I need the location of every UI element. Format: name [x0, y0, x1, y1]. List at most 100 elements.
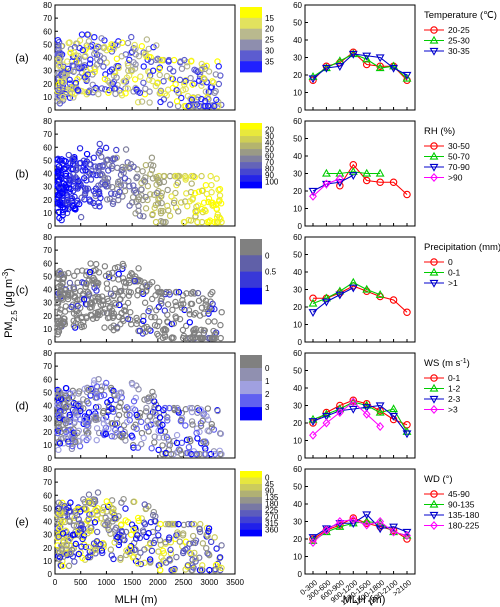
scatter-point	[172, 81, 179, 88]
scatter-point	[155, 404, 162, 412]
scatter-point	[203, 544, 210, 552]
scatter-point	[142, 288, 150, 295]
scatter-point	[59, 275, 67, 283]
scatter-point	[77, 304, 84, 312]
scatter-point	[85, 491, 93, 498]
y-tick-label: 30	[43, 183, 52, 192]
scatter-point	[66, 279, 74, 287]
colorbar-tick-label: 80	[265, 165, 274, 174]
scatter-point	[78, 525, 85, 532]
scatter-point	[151, 314, 159, 321]
scatter-point	[83, 280, 90, 288]
scatter-point	[163, 433, 171, 441]
scatter-point	[96, 203, 103, 210]
scatter-point	[186, 319, 194, 326]
legend-marker	[429, 383, 439, 392]
y-tick-label: 50	[43, 272, 52, 281]
scatter-point	[54, 542, 61, 549]
data-point	[348, 172, 358, 180]
colorbar-swatch	[240, 39, 262, 51]
scatter-point	[122, 90, 129, 97]
scatter-point	[157, 520, 164, 528]
x-tick-label: 0	[53, 578, 58, 587]
scatter-point	[66, 94, 74, 101]
legend-title-text: WS (m s	[424, 358, 461, 369]
scatter-point	[112, 524, 120, 531]
scatter-point	[188, 520, 195, 528]
scatter-point	[115, 64, 122, 72]
scatter-point	[70, 175, 77, 183]
series-180-225	[309, 515, 411, 548]
scatter-point	[102, 521, 109, 529]
scatter-point	[205, 525, 213, 532]
y-tick-label: 80	[43, 117, 52, 126]
colorbar-swatch	[240, 239, 262, 256]
scatter-point	[182, 422, 189, 429]
scatter-point	[170, 334, 177, 342]
scatter-point	[89, 71, 96, 78]
scatter-point	[130, 88, 137, 95]
scatter-point	[121, 303, 129, 310]
legend-label: 70-90	[448, 162, 470, 172]
scatter-point	[78, 31, 86, 38]
scatter-point	[84, 31, 91, 38]
scatter-point	[218, 308, 225, 316]
scatter-point	[210, 79, 217, 86]
scatter-point	[152, 420, 160, 427]
scatter-point	[197, 422, 205, 430]
colorbar-swatch	[240, 529, 262, 537]
scatter-point	[115, 411, 123, 419]
scatter-point	[109, 162, 116, 170]
colorbar-swatch	[240, 503, 262, 511]
scatter-panel: (d) 0 10 20 30 40 50 60 70 80 0 1 2 3	[15, 349, 270, 463]
scatter-point	[192, 309, 199, 317]
data-point	[403, 190, 411, 199]
scatter-point	[71, 409, 79, 416]
scatter-point	[101, 427, 109, 435]
scatter-point	[207, 172, 214, 180]
data-point	[308, 187, 318, 196]
scatter-point	[164, 202, 171, 210]
scatter-point	[135, 202, 142, 210]
scatter-point	[205, 96, 212, 103]
scatter-point	[146, 99, 153, 106]
scatter-point	[97, 194, 104, 202]
scatter-point	[178, 94, 185, 102]
scatter-point	[113, 429, 121, 437]
scatter-point	[198, 187, 206, 194]
scatter-point	[120, 495, 127, 503]
series-70-90	[308, 172, 358, 196]
y-tick-label: 70	[43, 478, 52, 487]
scatter-point	[201, 102, 208, 110]
scatter-point	[189, 566, 196, 574]
scatter-point	[183, 63, 191, 70]
colorbar-tick-label: 180	[265, 500, 279, 509]
scatter-point	[96, 190, 103, 198]
data-point	[308, 534, 318, 542]
scatter-point	[138, 43, 146, 50]
scatter-point	[143, 36, 151, 43]
scatter-points	[54, 375, 225, 458]
scatter-point	[197, 334, 204, 342]
scatter-point	[182, 406, 189, 413]
scatter-point	[182, 102, 190, 110]
colorbar-swatch	[240, 523, 262, 530]
y-tick-label: 70	[43, 130, 52, 139]
data-point	[335, 522, 345, 530]
scatter-point	[155, 446, 162, 454]
scatter-point	[93, 383, 101, 390]
scatter-point	[155, 420, 162, 427]
scatter-point	[68, 445, 76, 453]
colorbar-tick-label: 0	[265, 474, 270, 483]
scatter-point	[72, 438, 79, 446]
scatter-point	[134, 560, 142, 567]
scatter-point	[172, 298, 179, 306]
left-x-axis-label: MLH (m)	[115, 594, 158, 606]
scatter-point	[117, 399, 124, 407]
scatter-point	[77, 159, 84, 167]
y-tick-label: 80	[43, 465, 52, 474]
scatter-point	[58, 510, 65, 518]
scatter-point	[198, 95, 205, 103]
scatter-point	[167, 450, 175, 458]
